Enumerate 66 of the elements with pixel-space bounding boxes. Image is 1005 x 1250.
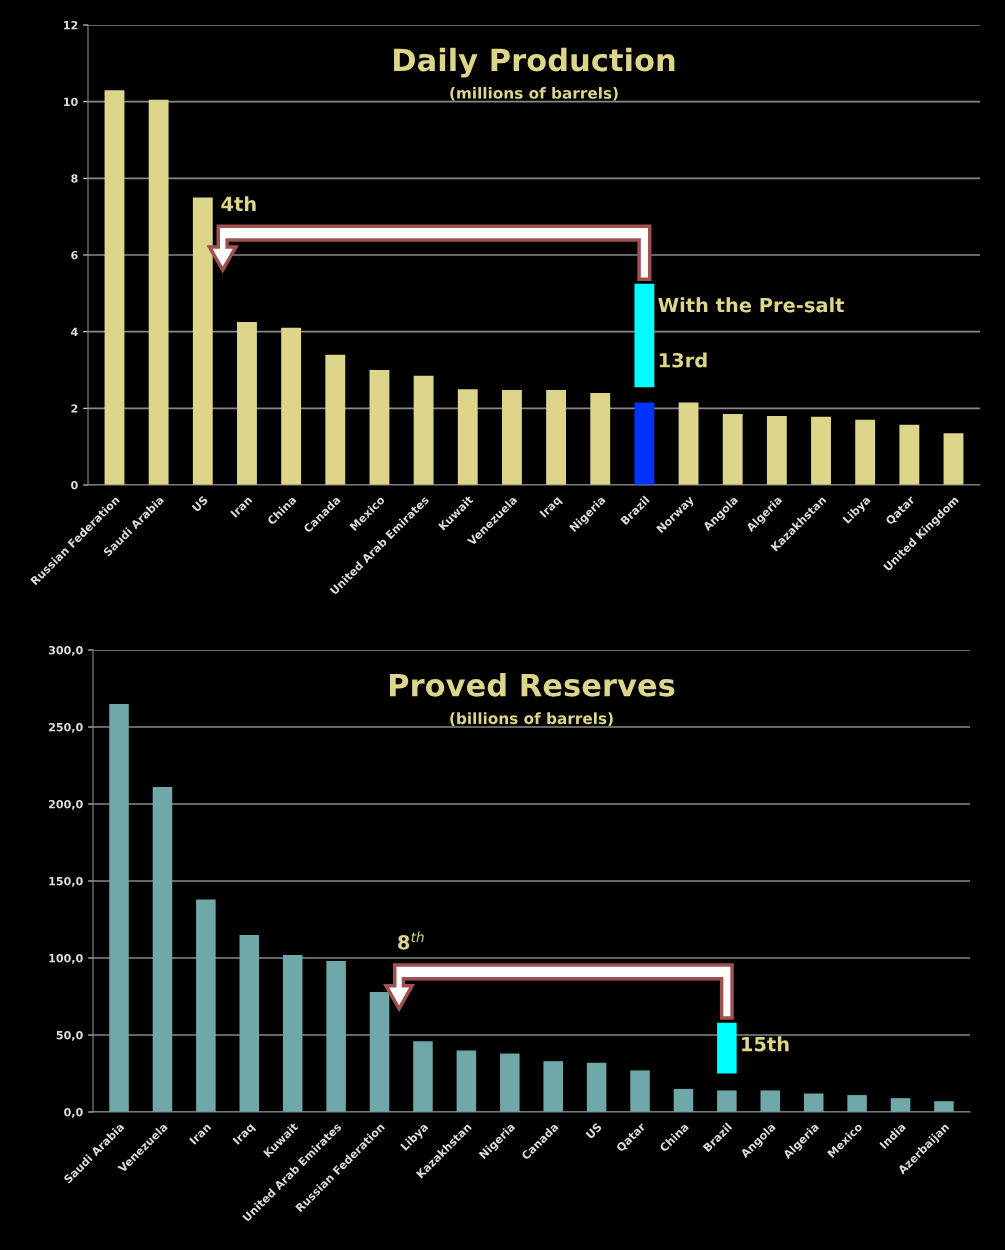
bar	[237, 322, 257, 485]
bar	[546, 389, 567, 485]
bar	[196, 899, 216, 1112]
bar	[281, 327, 302, 485]
y-tick-label: 50,0	[56, 1030, 83, 1041]
bar	[943, 433, 964, 485]
bar	[630, 1070, 650, 1112]
y-tick-label: 250,0	[49, 722, 83, 733]
bar	[899, 424, 920, 485]
bar	[766, 416, 787, 485]
bar	[326, 961, 346, 1112]
bar	[634, 402, 655, 485]
y-tick-label: 4	[71, 327, 78, 336]
bar	[369, 991, 390, 1112]
bar	[413, 1041, 433, 1112]
bar	[239, 934, 260, 1112]
y-tick-label: 0,0	[64, 1107, 83, 1118]
annotation: With the Pre-salt	[658, 297, 845, 313]
bar	[811, 416, 831, 485]
bar	[457, 389, 478, 485]
y-tick-label: 6	[71, 250, 78, 260]
y-tick-label: 8	[71, 174, 78, 183]
bar	[109, 703, 129, 1112]
bar	[590, 393, 611, 485]
annotation: 4th	[221, 196, 256, 211]
bar	[678, 402, 699, 485]
bar	[934, 1101, 954, 1112]
bar	[104, 90, 125, 485]
text: Proved Reserves	[389, 672, 675, 697]
bar	[543, 1061, 563, 1112]
y-tick-label: 12	[64, 20, 78, 30]
y-tick-label: 2	[71, 404, 78, 413]
y-tick-label: 0	[71, 480, 78, 490]
y-tick-label: 150,0	[49, 876, 83, 887]
bar	[722, 414, 743, 485]
bar	[717, 1022, 737, 1074]
bar	[413, 375, 434, 485]
y-tick-label: 300,0	[48, 645, 83, 656]
bar	[673, 1088, 694, 1112]
annotation: 13rd	[659, 352, 707, 368]
bar	[717, 1090, 737, 1112]
bar	[760, 1090, 781, 1112]
bar	[325, 354, 346, 485]
x-tick-label: US	[191, 495, 209, 513]
bar	[148, 99, 169, 485]
y-tick-label: 10	[64, 97, 78, 107]
text: (billions of barrels)	[450, 712, 613, 726]
annotation: 8$^{th}$	[398, 931, 424, 950]
bar	[456, 1050, 477, 1112]
x-tick-label: US	[585, 1122, 603, 1140]
bar	[847, 1095, 867, 1112]
annotation: 15th	[742, 1036, 789, 1052]
bar	[855, 419, 876, 485]
bar	[152, 787, 173, 1112]
text: Daily Production	[394, 47, 675, 78]
y-tick-label: 100,0	[49, 953, 83, 964]
bar	[501, 389, 522, 485]
text: (millions of barrels)	[450, 86, 618, 101]
y-tick-label: 200,0	[49, 799, 83, 810]
bar	[634, 283, 655, 388]
bar	[192, 197, 213, 485]
bar	[890, 1098, 911, 1112]
bar	[586, 1062, 607, 1112]
bar	[369, 370, 390, 485]
bar	[500, 1053, 520, 1112]
bar	[282, 954, 303, 1112]
